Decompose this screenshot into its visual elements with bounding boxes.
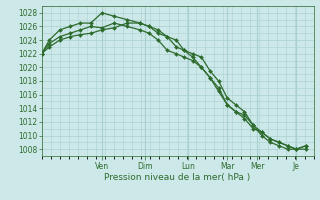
X-axis label: Pression niveau de la mer( hPa ): Pression niveau de la mer( hPa )	[104, 173, 251, 182]
